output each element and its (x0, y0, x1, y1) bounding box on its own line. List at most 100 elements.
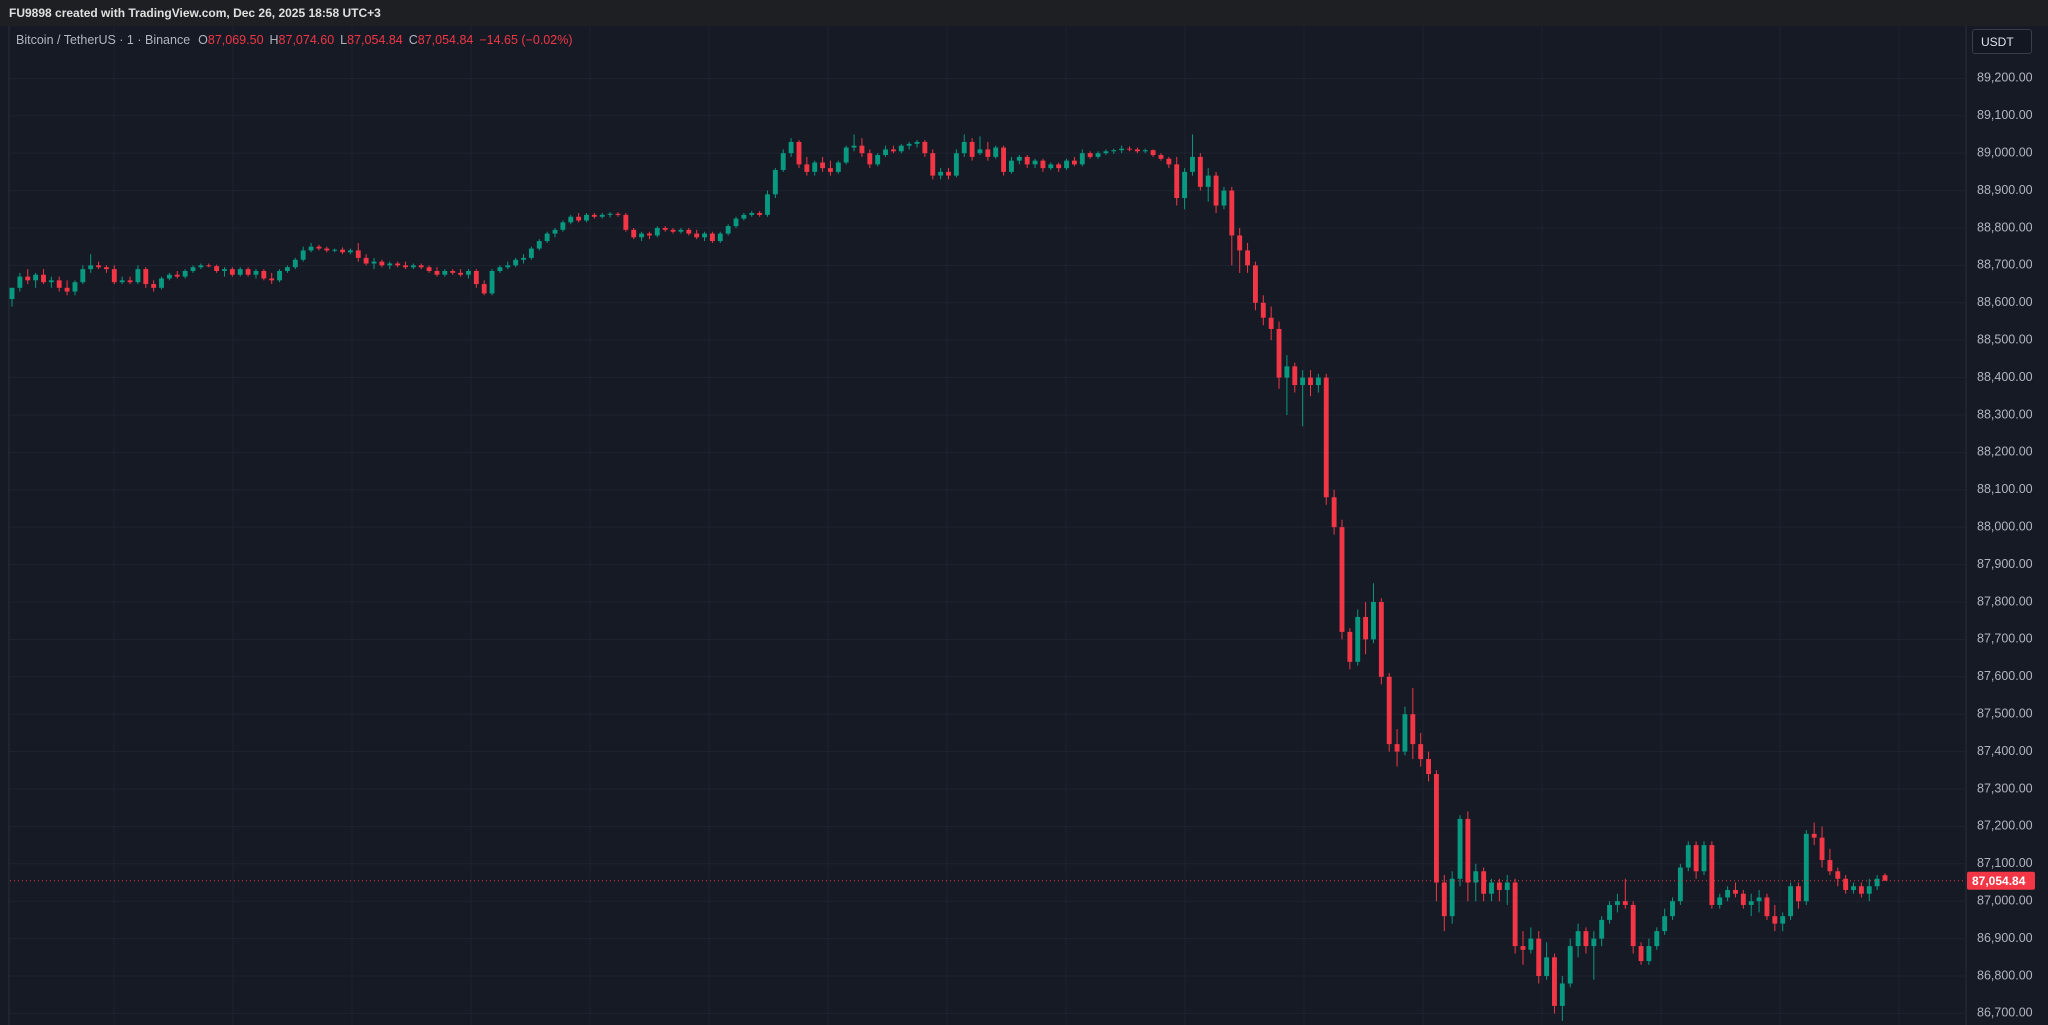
candle-body (544, 233, 550, 242)
candle-body (1150, 150, 1156, 156)
candle-body (1709, 845, 1715, 905)
candle-body (1260, 302, 1266, 318)
candle-body (1677, 867, 1683, 902)
candle-body (1095, 153, 1101, 157)
candle-body (1449, 878, 1455, 917)
candle-body (1583, 931, 1589, 947)
candle-body (568, 216, 574, 223)
candle-body (1851, 886, 1856, 890)
candle-body (1819, 837, 1825, 861)
candle-body (1394, 744, 1400, 752)
candle-body (867, 153, 873, 165)
candle-body (253, 270, 259, 275)
candle-body (859, 145, 865, 154)
candle-body (1733, 889, 1738, 894)
candle-body (222, 269, 227, 271)
candle-body (88, 265, 94, 270)
currency-button[interactable]: USDT (1972, 29, 2032, 54)
candle-body (1001, 147, 1007, 172)
candle-body (757, 213, 763, 215)
candle-body (812, 162, 818, 172)
candle-body (1213, 175, 1219, 206)
candle-body (843, 147, 849, 163)
ohlc-value: 87,054.84 (417, 33, 474, 47)
candle-body (1378, 601, 1384, 677)
y-tick-label: 89,100.00 (1977, 108, 2033, 122)
candle-body (426, 267, 432, 271)
candle-body (119, 280, 125, 283)
candle-body (1599, 919, 1605, 939)
candle-body (418, 265, 424, 268)
candle-body (1371, 601, 1376, 640)
candle-body (1843, 878, 1849, 890)
candle-body (277, 270, 283, 281)
ohlc-value: 87,069.50 (207, 33, 264, 47)
candle-body (80, 269, 86, 283)
candle-body (946, 171, 951, 176)
candle-body (387, 263, 393, 266)
candle-body (796, 141, 802, 165)
candle-body (969, 141, 975, 157)
candle-body (733, 218, 739, 227)
y-tick-label: 88,300.00 (1977, 407, 2033, 421)
candle-body (1544, 957, 1550, 977)
candle-body (1457, 818, 1463, 879)
candle-body (1835, 871, 1841, 879)
candle-body (1630, 904, 1636, 947)
candle-body (1717, 897, 1723, 905)
candle-body (804, 164, 810, 172)
candle-body (977, 149, 983, 154)
top-bar: FU9898 created with TradingView.com, Dec… (0, 0, 2048, 26)
candle-body (1402, 714, 1408, 752)
candle-body (528, 248, 534, 258)
candle-body (1575, 931, 1581, 947)
candle-body (269, 278, 275, 281)
candle-body (985, 149, 991, 157)
candle-body (371, 261, 377, 264)
candle-body (64, 287, 70, 292)
y-tick-label: 87,900.00 (1977, 557, 2033, 571)
candle-body (1347, 631, 1353, 662)
candle-body (1772, 916, 1778, 924)
candle-body (229, 269, 235, 275)
candle-body (1308, 377, 1313, 386)
candle-body (1559, 983, 1565, 1006)
candle-body (1024, 156, 1030, 165)
candle-body (835, 162, 841, 172)
candle-body (536, 241, 542, 249)
candle-body (1103, 151, 1109, 154)
candle-body (1795, 886, 1801, 902)
candle-body (1567, 946, 1573, 984)
y-tick-label: 88,500.00 (1977, 332, 2033, 346)
candle-body (1064, 160, 1069, 169)
symbol: Bitcoin / TetherUS · 1 · Binance (16, 33, 191, 47)
y-tick-label: 89,000.00 (1977, 145, 2033, 159)
candle-body (1740, 893, 1746, 905)
candle-body (96, 265, 102, 268)
candle-body (347, 250, 353, 253)
candle-body (1465, 818, 1471, 883)
candle-body (245, 269, 251, 275)
candle-body (1016, 156, 1022, 161)
candle-body (1048, 164, 1054, 169)
candle-body (1520, 946, 1526, 950)
candle-body (1473, 871, 1479, 883)
candle-body (1237, 235, 1243, 251)
candle-body (340, 249, 345, 253)
candle-body (442, 270, 448, 275)
candle-body (1127, 148, 1132, 150)
candle-body (1079, 153, 1085, 165)
candle-body (631, 229, 637, 238)
candle-body (135, 269, 141, 283)
candle-body (473, 270, 479, 285)
candle-body (166, 274, 172, 279)
candle-body (1693, 845, 1699, 872)
candle-body (828, 168, 833, 172)
ohlc-key: H (269, 33, 279, 47)
candle-body (1087, 153, 1093, 157)
candle-body (1158, 155, 1164, 159)
candle-body (1670, 901, 1675, 917)
candle-body (1174, 164, 1180, 199)
candle-body (654, 227, 660, 236)
candle-body (883, 149, 888, 156)
